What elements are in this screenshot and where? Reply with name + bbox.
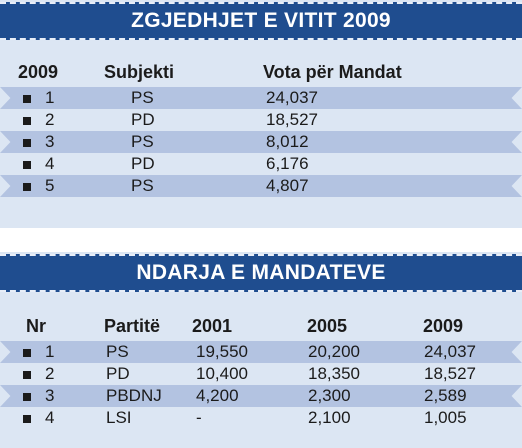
row-2009: 1,005: [424, 408, 467, 427]
row-party: LSI: [106, 408, 132, 427]
row-2009: 24,037: [424, 342, 476, 361]
row-number: 4: [45, 154, 55, 173]
row-2005: 2,300: [308, 386, 351, 405]
row-party: PD: [106, 364, 130, 383]
row-number: 2: [45, 364, 55, 383]
mandates-banner: NDARJA E MANDATEVE: [0, 254, 522, 292]
row-votes: 18,527: [266, 110, 318, 129]
bullet-icon: [23, 117, 31, 125]
row-votes: 8,012: [266, 132, 309, 151]
row-number: 4: [45, 408, 55, 427]
row-party: PD: [131, 154, 155, 173]
table-row: [0, 131, 522, 153]
bullet-icon: [23, 183, 31, 191]
row-2001: 10,400: [196, 364, 248, 383]
row-number: 2: [45, 110, 55, 129]
row-votes: 4,807: [266, 176, 309, 195]
row-2001: -: [196, 408, 202, 427]
bullet-icon: [23, 139, 31, 147]
row-number: 3: [45, 132, 55, 151]
row-number: 3: [45, 386, 55, 405]
row-2005: 18,350: [308, 364, 360, 383]
row-2005: 2,100: [308, 408, 351, 427]
row-2009: 18,527: [424, 364, 476, 383]
header-nr: Nr: [26, 316, 47, 336]
table-row: [0, 363, 522, 385]
bullet-icon: [23, 349, 31, 357]
row-number: 1: [45, 88, 55, 107]
row-votes: 24,037: [266, 88, 318, 107]
header-party: Partitë: [104, 316, 161, 336]
row-2005: 20,200: [308, 342, 360, 361]
table-row: [0, 109, 522, 131]
table-row: [0, 407, 522, 429]
bullet-icon: [23, 371, 31, 379]
header-2009: 2009: [423, 316, 464, 336]
header-2001: 2001: [192, 316, 233, 336]
row-party: PS: [131, 88, 154, 107]
mandates-title: NDARJA E MANDATEVE: [136, 261, 386, 284]
election-banner: ZGJEDHJET E VITIT 2009: [0, 2, 522, 40]
table-row: [0, 341, 522, 363]
header-2005: 2005: [307, 316, 348, 336]
header-subject: Subjekti: [104, 62, 175, 82]
row-number: 5: [45, 176, 55, 195]
row-party: PS: [131, 132, 154, 151]
row-number: 1: [45, 342, 55, 361]
bullet-icon: [23, 415, 31, 423]
table-row: [0, 87, 522, 109]
row-party: PD: [131, 110, 155, 129]
row-2001: 19,550: [196, 342, 248, 361]
bullet-icon: [23, 95, 31, 103]
row-party: PS: [106, 342, 129, 361]
row-party: PBDNJ: [106, 386, 162, 405]
header-year: 2009: [18, 62, 59, 82]
row-votes: 6,176: [266, 154, 309, 173]
table-row: [0, 153, 522, 175]
header-votes: Vota për Mandat: [263, 62, 402, 82]
table-row: [0, 385, 522, 407]
bullet-icon: [23, 393, 31, 401]
table-row: [0, 175, 522, 197]
election-title: ZGJEDHJET E VITIT 2009: [131, 9, 391, 32]
row-2001: 4,200: [196, 386, 239, 405]
bullet-icon: [23, 161, 31, 169]
row-party: PS: [131, 176, 154, 195]
row-2009: 2,589: [424, 386, 467, 405]
